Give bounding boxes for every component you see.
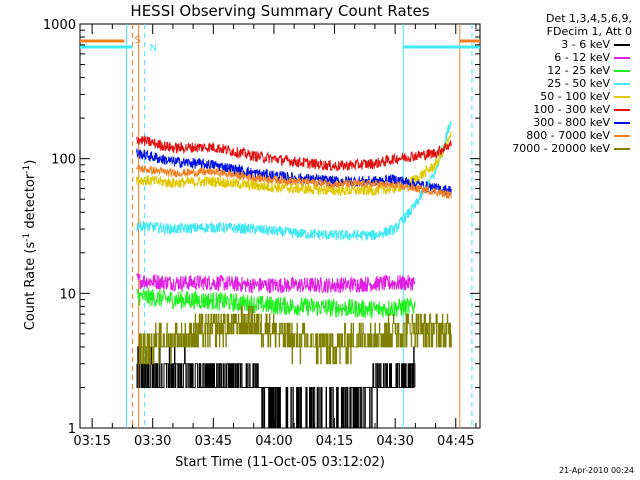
x-tick-label: 03:45 [195, 434, 232, 449]
x-tick-label: 03:15 [73, 434, 110, 449]
y-axis-title: Count Rate (s-1 detector-1) [22, 160, 38, 331]
legend-item: 12 - 25 keV [482, 64, 632, 77]
legend-swatch [614, 135, 630, 137]
legend-item: 25 - 50 keV [482, 77, 632, 90]
x-tick-label: 03:30 [134, 434, 171, 449]
legend-item: 3 - 6 keV [482, 38, 632, 51]
legend-label: 7000 - 20000 keV [512, 142, 610, 155]
legend-item: 7000 - 20000 keV [482, 142, 632, 155]
legend-label: 800 - 7000 keV [526, 129, 610, 142]
legend-swatch [614, 148, 630, 150]
legend-swatch [614, 70, 630, 72]
series-line [136, 135, 452, 172]
series-line [136, 346, 416, 429]
y-tick-label: 1000 [43, 18, 76, 33]
legend-item: 50 - 100 keV [482, 90, 632, 103]
legend-item: 100 - 300 keV [482, 103, 632, 116]
x-tick-label: 04:30 [376, 434, 413, 449]
timestamp: 21-Apr-2010 00:24 [558, 466, 634, 475]
y-tick-label: 100 [51, 153, 76, 168]
saa-flag-label: S [134, 35, 140, 46]
y-tick-label: 1 [68, 422, 76, 437]
legend-label: 100 - 300 keV [533, 103, 610, 116]
legend-item: 800 - 7000 keV [482, 129, 632, 142]
legend-swatch [614, 109, 630, 111]
x-tick-label: 04:15 [316, 434, 353, 449]
night-flag-label: N [150, 43, 157, 54]
y-axis-title-part-3: ) [23, 159, 39, 165]
legend-swatch [614, 57, 630, 59]
legend-label: 50 - 100 keV [540, 90, 610, 103]
x-tick-label: 04:45 [437, 434, 474, 449]
series-line [136, 273, 416, 294]
series-line [136, 288, 416, 319]
legend-swatch [614, 44, 630, 46]
chart-title: HESSI Observing Summary Count Rates [130, 2, 430, 20]
legend-header-line-1: Det 1,3,4,5,6,9, [545, 12, 632, 25]
series-line [136, 164, 452, 199]
legend-item: 6 - 12 keV [482, 51, 632, 64]
legend-swatch [614, 96, 630, 98]
legend-label: 25 - 50 keV [547, 77, 610, 90]
series-line [136, 305, 452, 365]
legend-swatch [614, 122, 630, 124]
y-axis-title-part-1: Count Rate (s [23, 241, 39, 331]
legend-item: 300 - 800 keV [482, 116, 632, 129]
y-axis-title-part-2: detector [23, 173, 39, 233]
legend-label: 6 - 12 keV [554, 51, 610, 64]
legend-rows: 3 - 6 keV 6 - 12 keV 12 - 25 keV 25 - 50 ke… [482, 38, 632, 155]
series-line [136, 131, 452, 197]
series-line [136, 120, 452, 242]
x-tick-label: 04:00 [255, 434, 292, 449]
legend-swatch [614, 83, 630, 85]
x-axis-title: Start Time (11-Oct-05 03:12:02) [175, 455, 385, 470]
y-axis-title-sup-2: -1 [21, 164, 32, 174]
legend: Det 1,3,4,5,6,9, FDecim 1, Att 0 3 - 6 k… [482, 12, 632, 155]
y-axis-title-sup-1: -1 [21, 232, 32, 242]
legend-label: 12 - 25 keV [547, 64, 610, 77]
legend-label: 3 - 6 keV [561, 38, 610, 51]
legend-label: 300 - 800 keV [533, 116, 610, 129]
y-tick-label: 10 [59, 287, 76, 302]
legend-header-line-2: FDecim 1, Att 0 [546, 25, 632, 38]
